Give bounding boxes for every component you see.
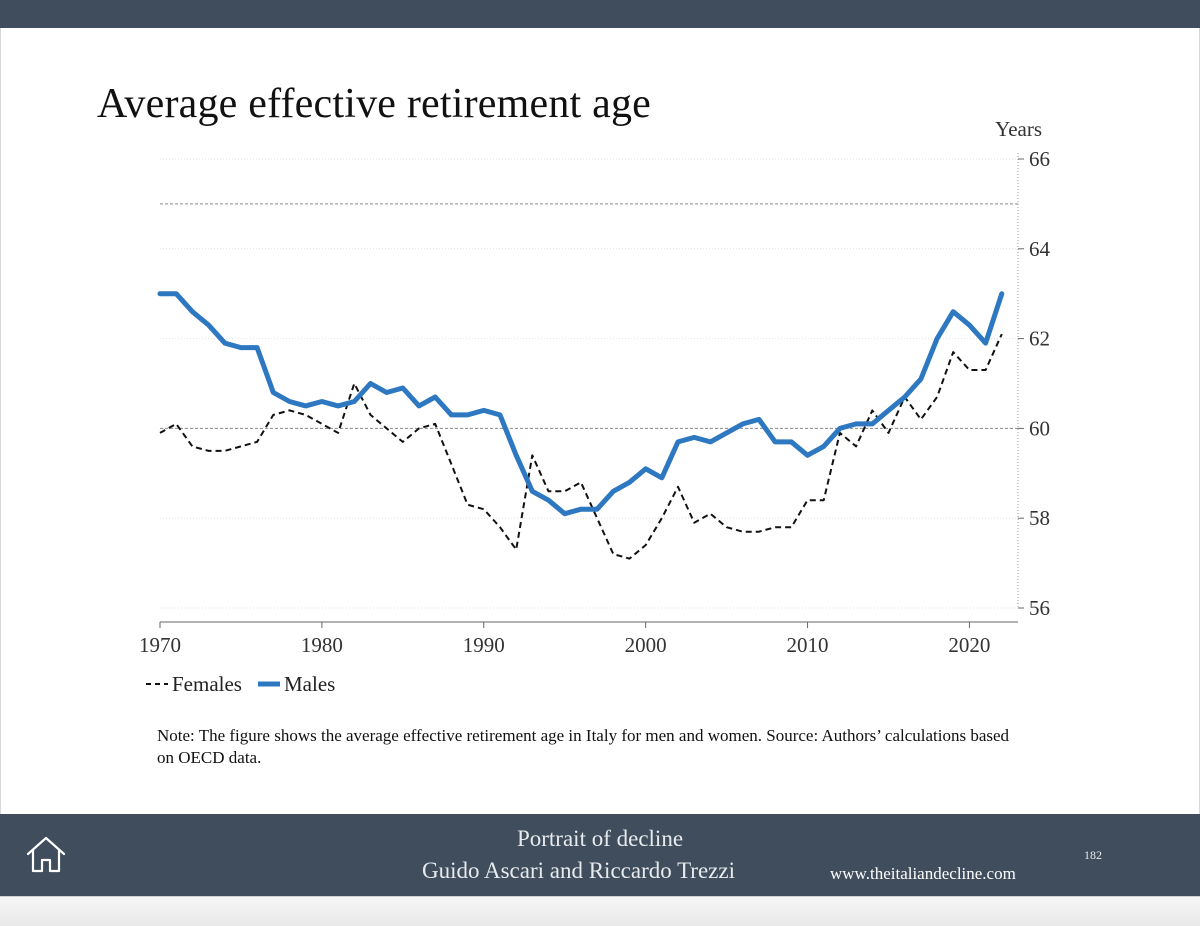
- footer-authors: Guido Ascari and Riccardo Trezzi: [422, 858, 735, 883]
- y-tick-label-64: 64: [1029, 237, 1051, 261]
- y-tick-label-60: 60: [1029, 416, 1050, 440]
- bottom-band: [0, 896, 1200, 926]
- page-number: 182: [1084, 848, 1102, 862]
- series-line-males: [157, 291, 1005, 517]
- y-axis-label: Years: [995, 117, 1042, 141]
- slide-title: Average effective retirement age: [97, 81, 651, 127]
- x-tick-label-2020: 2020: [948, 633, 990, 657]
- footer: Portrait of decline Guido Ascari and Ric…: [0, 814, 1200, 896]
- y-tick-label-58: 58: [1029, 506, 1050, 530]
- x-tick-label-1970: 1970: [139, 633, 181, 657]
- footer-book-title: Portrait of decline: [516, 826, 684, 851]
- top-bar: [0, 0, 1200, 28]
- footer-website-link[interactable]: www.theitaliandecline.com: [830, 864, 1016, 883]
- x-tick-label-1990: 1990: [463, 633, 505, 657]
- x-tick-label-2010: 2010: [787, 633, 829, 657]
- legend-label-females: Females: [172, 672, 242, 696]
- line-chart: 56 58 60 62 64 66 Years 1970 1980 1990 2000 2010 202…: [139, 117, 1051, 696]
- x-tick-label-2000: 2000: [625, 633, 667, 657]
- series-line-females: [159, 333, 1003, 560]
- y-tick-label-66: 66: [1029, 147, 1050, 171]
- legend-label-males: Males: [284, 672, 335, 696]
- chart-note: Note: The figure shows the average effec…: [157, 726, 1010, 767]
- y-tick-label-56: 56: [1029, 596, 1050, 620]
- y-tick-label-62: 62: [1029, 327, 1050, 351]
- home-icon[interactable]: [24, 834, 68, 874]
- x-tick-label-1980: 1980: [301, 633, 343, 657]
